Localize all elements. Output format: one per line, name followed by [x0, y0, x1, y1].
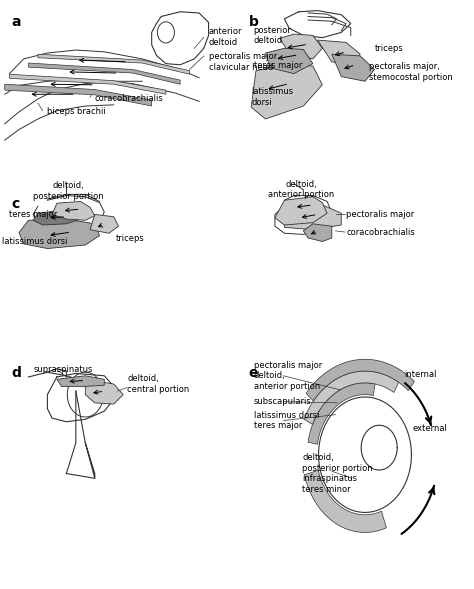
Text: anterior
deltoid: anterior deltoid [209, 28, 242, 47]
Polygon shape [306, 359, 414, 401]
Polygon shape [304, 371, 399, 424]
Text: triceps: triceps [116, 234, 145, 243]
Polygon shape [318, 40, 360, 66]
Text: deltoid,
posterior portion: deltoid, posterior portion [34, 181, 104, 200]
Text: pectoralis major,
stemocostal portion: pectoralis major, stemocostal portion [369, 62, 453, 81]
Text: coracobrachialis: coracobrachialis [95, 94, 164, 103]
Text: pectoralis major: pectoralis major [346, 210, 414, 219]
Polygon shape [90, 214, 118, 233]
Polygon shape [304, 470, 386, 532]
Text: external: external [412, 424, 447, 434]
Text: deltoid,
anterior portion: deltoid, anterior portion [268, 180, 334, 199]
Polygon shape [361, 425, 397, 470]
Text: c: c [12, 197, 20, 211]
Polygon shape [5, 84, 152, 106]
Polygon shape [275, 197, 327, 225]
Text: supraspinatus: supraspinatus [33, 365, 92, 375]
Polygon shape [284, 205, 341, 230]
Polygon shape [280, 34, 322, 59]
Polygon shape [33, 211, 81, 225]
Polygon shape [303, 224, 332, 241]
Polygon shape [19, 219, 100, 249]
Text: e: e [249, 366, 258, 380]
Text: deltoid,
posterior portion
infraspinatus
teres minor: deltoid, posterior portion infraspinatus… [302, 454, 373, 494]
Text: pectoralis major,
clavicular head: pectoralis major, clavicular head [209, 52, 280, 71]
Text: internal: internal [404, 369, 437, 379]
Text: biceps brachii: biceps brachii [47, 107, 106, 117]
Text: a: a [12, 15, 21, 29]
Polygon shape [265, 48, 313, 74]
Polygon shape [28, 63, 180, 84]
Text: teres major: teres major [9, 210, 58, 219]
Text: pectoralis major
deltoid,
anterior portion: pectoralis major deltoid, anterior porti… [254, 361, 322, 391]
Polygon shape [57, 376, 104, 386]
Polygon shape [85, 379, 123, 404]
Text: d: d [12, 366, 22, 380]
Polygon shape [38, 54, 190, 74]
Polygon shape [251, 65, 322, 119]
Text: coracobrachialis: coracobrachialis [346, 227, 415, 237]
Text: triceps: triceps [374, 44, 403, 53]
Text: teres major: teres major [254, 61, 302, 71]
Polygon shape [332, 54, 374, 81]
Polygon shape [9, 74, 166, 94]
Text: deltoid,
central portion: deltoid, central portion [127, 375, 189, 393]
Text: subscapularis: subscapularis [254, 397, 311, 406]
Text: b: b [249, 15, 259, 29]
Text: latissimus dorsi
teres major: latissimus dorsi teres major [254, 411, 319, 430]
Text: posterior
deltoid: posterior deltoid [254, 26, 292, 45]
Text: latissimus
dorsi: latissimus dorsi [251, 88, 293, 107]
Polygon shape [308, 383, 375, 444]
Text: latissimus dorsi: latissimus dorsi [2, 237, 68, 246]
Polygon shape [52, 201, 95, 220]
